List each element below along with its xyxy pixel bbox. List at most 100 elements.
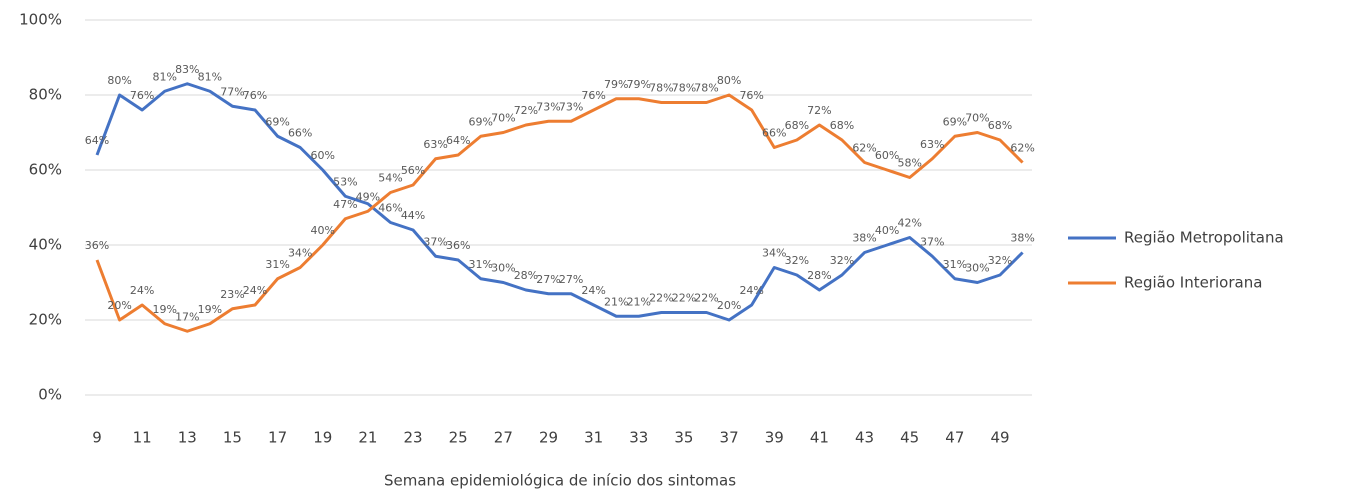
data-label: 78% xyxy=(672,82,696,95)
data-label: 17% xyxy=(175,310,199,323)
x-axis-title: Semana epidemiológica de início dos sint… xyxy=(384,472,736,490)
data-label: 38% xyxy=(1010,232,1034,245)
data-label: 80% xyxy=(107,74,131,87)
data-label: 24% xyxy=(130,284,154,297)
x-tick-label: 11 xyxy=(133,429,152,447)
data-label: 62% xyxy=(1010,142,1034,155)
y-tick-label: 100% xyxy=(19,11,62,29)
data-label: 36% xyxy=(446,239,470,252)
data-label: 72% xyxy=(807,104,831,117)
data-label: 30% xyxy=(491,262,515,275)
x-tick-label: 9 xyxy=(92,429,102,447)
data-label: 68% xyxy=(830,119,854,132)
x-tick-label: 19 xyxy=(313,429,332,447)
data-label: 58% xyxy=(897,157,921,170)
data-label: 42% xyxy=(897,217,921,230)
data-label: 68% xyxy=(785,119,809,132)
data-label: 68% xyxy=(988,119,1012,132)
data-label: 22% xyxy=(672,292,696,305)
data-label: 78% xyxy=(694,82,718,95)
data-label: 27% xyxy=(559,273,583,286)
data-label: 79% xyxy=(627,78,651,91)
data-label: 28% xyxy=(807,269,831,282)
data-label: 60% xyxy=(311,149,335,162)
x-tick-label: 23 xyxy=(404,429,423,447)
data-label: 34% xyxy=(288,247,312,260)
legend-label: Região Metropolitana xyxy=(1124,229,1284,247)
data-label: 37% xyxy=(920,235,944,248)
x-tick-label: 39 xyxy=(765,429,784,447)
data-label: 69% xyxy=(943,115,967,128)
data-label: 60% xyxy=(875,149,899,162)
data-label: 64% xyxy=(85,134,109,147)
data-label: 27% xyxy=(536,273,560,286)
data-label: 83% xyxy=(175,63,199,76)
data-label: 28% xyxy=(514,269,538,282)
x-tick-label: 47 xyxy=(945,429,964,447)
data-label: 73% xyxy=(559,100,583,113)
data-label: 63% xyxy=(920,138,944,151)
data-label: 54% xyxy=(378,172,402,185)
x-tick-label: 33 xyxy=(629,429,648,447)
data-label: 21% xyxy=(604,295,628,308)
x-tick-label: 31 xyxy=(584,429,603,447)
y-tick-label: 80% xyxy=(29,86,62,104)
data-label: 63% xyxy=(423,138,447,151)
data-label: 24% xyxy=(739,284,763,297)
x-tick-label: 49 xyxy=(990,429,1009,447)
y-tick-label: 40% xyxy=(29,236,62,254)
data-label: 79% xyxy=(604,78,628,91)
data-label: 80% xyxy=(717,74,741,87)
data-label: 72% xyxy=(514,104,538,117)
data-label: 46% xyxy=(378,202,402,215)
x-tick-label: 45 xyxy=(900,429,919,447)
data-label: 70% xyxy=(965,112,989,125)
legend-label: Região Interiorana xyxy=(1124,274,1262,292)
x-tick-label: 27 xyxy=(494,429,513,447)
x-tick-label: 15 xyxy=(223,429,242,447)
y-tick-label: 60% xyxy=(29,161,62,179)
data-label: 69% xyxy=(265,115,289,128)
data-label: 53% xyxy=(333,175,357,188)
data-label: 30% xyxy=(965,262,989,275)
y-tick-label: 20% xyxy=(29,311,62,329)
data-label: 40% xyxy=(311,224,335,237)
data-label: 31% xyxy=(943,258,967,271)
data-label: 22% xyxy=(694,292,718,305)
data-label: 32% xyxy=(830,254,854,267)
data-label: 64% xyxy=(446,134,470,147)
data-label: 47% xyxy=(333,198,357,211)
x-tick-label: 41 xyxy=(810,429,829,447)
data-label: 62% xyxy=(852,142,876,155)
data-label: 19% xyxy=(152,303,176,316)
data-label: 32% xyxy=(988,254,1012,267)
data-label: 76% xyxy=(739,89,763,102)
data-label: 44% xyxy=(401,209,425,222)
x-tick-label: 29 xyxy=(539,429,558,447)
data-label: 70% xyxy=(491,112,515,125)
x-tick-label: 17 xyxy=(268,429,287,447)
data-label: 76% xyxy=(130,89,154,102)
data-label: 81% xyxy=(152,70,176,83)
data-label: 36% xyxy=(85,239,109,252)
data-label: 22% xyxy=(649,292,673,305)
data-label: 24% xyxy=(243,284,267,297)
x-tick-label: 43 xyxy=(855,429,874,447)
data-label: 20% xyxy=(717,299,741,312)
data-label: 76% xyxy=(581,89,605,102)
data-label: 77% xyxy=(220,85,244,98)
data-label: 37% xyxy=(423,235,447,248)
data-label: 20% xyxy=(107,299,131,312)
data-label: 31% xyxy=(469,258,493,271)
x-tick-label: 37 xyxy=(720,429,739,447)
data-label: 81% xyxy=(198,70,222,83)
data-label: 32% xyxy=(785,254,809,267)
data-label: 66% xyxy=(288,127,312,140)
data-label: 19% xyxy=(198,303,222,316)
x-tick-label: 21 xyxy=(358,429,377,447)
data-label: 78% xyxy=(649,82,673,95)
series-line xyxy=(95,82,1024,322)
data-label: 73% xyxy=(536,100,560,113)
x-tick-label: 35 xyxy=(674,429,693,447)
